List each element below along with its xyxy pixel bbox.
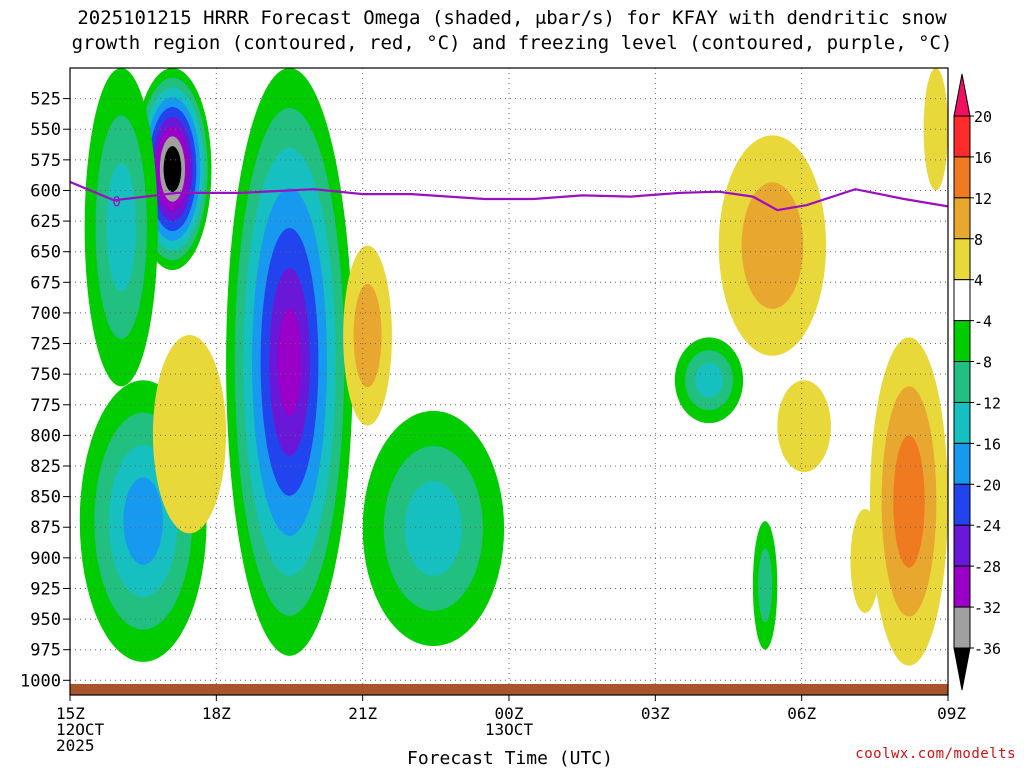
y-tick-label-775: 775 <box>30 396 61 416</box>
y-tick-label-850: 850 <box>30 488 61 508</box>
x-axis-label: Forecast Time (UTC) <box>407 748 613 768</box>
omega-feature-ascent-04z <box>674 337 744 424</box>
colorbar-label-3: 8 <box>974 231 983 249</box>
colorbar-segment-6 <box>953 361 971 403</box>
colorbar-label-1: 16 <box>974 149 992 167</box>
y-tick-label-1000: 1000 <box>20 671 61 691</box>
colorbar-label-6: -8 <box>974 354 992 372</box>
omega-band-ascent-band-left-12 <box>106 163 136 292</box>
x-tick-label-9-0: 00Z <box>495 704 524 723</box>
omega-feature-descent-05z <box>777 380 831 473</box>
y-tick-label-550: 550 <box>30 120 61 140</box>
y-tick-label-975: 975 <box>30 641 61 661</box>
omega-band-descent-05z-4 <box>777 380 831 473</box>
colorbar-label-8: -16 <box>974 435 1001 453</box>
colorbar-label-5: -4 <box>974 313 992 331</box>
y-tick-label-600: 600 <box>30 181 61 201</box>
omega-band-ascent-lower-left-16 <box>123 477 163 565</box>
y-tick-label-800: 800 <box>30 426 61 446</box>
colorbar-label-10: -24 <box>974 517 1001 535</box>
x-tick-label-0-1: 12OCT <box>56 720 105 739</box>
omega-band-descent-17z-4 <box>152 334 227 534</box>
omega-band-descent-06z-4 <box>850 508 880 613</box>
title-line-2: growth region (contoured, red, °C) and f… <box>71 32 953 54</box>
omega-band-ascent-04z-12 <box>695 363 723 398</box>
y-tick-label-625: 625 <box>30 212 61 232</box>
colorbar-bottom-arrow <box>953 647 971 691</box>
colorbar-segment-9 <box>953 483 971 526</box>
x-tick-label-18-0: 09Z <box>937 704 966 723</box>
omega-shading <box>79 68 948 666</box>
x-tick-label-12-0: 03Z <box>641 704 670 723</box>
colorbar-segment-4 <box>953 279 971 322</box>
y-tick-label-675: 675 <box>30 273 61 293</box>
x-tick-label-0-0: 15Z <box>56 704 85 723</box>
colorbar-label-9: -20 <box>974 476 1001 494</box>
source-credit: coolwx.com/modelts <box>855 746 1016 762</box>
y-tick-label-875: 875 <box>30 518 61 538</box>
omega-band-strong-ascent-column-40 <box>167 155 178 183</box>
y-tick-label-650: 650 <box>30 243 61 263</box>
x-tick-label-9-1: 13OCT <box>485 720 534 739</box>
ground-terrain <box>70 683 948 695</box>
y-tick-label-950: 950 <box>30 610 61 630</box>
colorbar-segment-3 <box>953 238 971 281</box>
colorbar-label-2: 12 <box>974 190 992 208</box>
omega-band-descent-04z-8 <box>741 182 804 309</box>
omega-feature-ascent-22z <box>362 410 505 647</box>
omega-feature-descent-04z <box>718 135 827 356</box>
colorbar-segment-11 <box>953 565 971 608</box>
y-tick-label-575: 575 <box>30 151 61 171</box>
omega-feature-descent-08z <box>869 337 948 666</box>
colorbar-label-0: 20 <box>974 108 992 126</box>
pressure-axis: 525 550 575 600 625 650 675 700 725 750 775 800 825 8… <box>20 90 70 691</box>
colorbar-label-4: 4 <box>974 272 983 290</box>
colorbar-segment-2 <box>953 197 971 240</box>
freezing-level: 0 <box>70 180 948 212</box>
colorbar: 20 16 12 8 4 -4 -8 -12 -16 -20 -24 -28 -32 -36 <box>953 73 1001 691</box>
omega-band-ascent-column-19z-28 <box>277 307 302 416</box>
title-line-1: 2025101215 HRRR Forecast Omega (shaded, … <box>77 7 947 29</box>
y-tick-label-900: 900 <box>30 549 61 569</box>
colorbar-segment-12 <box>953 606 971 649</box>
colorbar-segment-10 <box>953 524 971 567</box>
y-tick-label-700: 700 <box>30 304 61 324</box>
y-tick-label-725: 725 <box>30 335 61 355</box>
freezing-level-line <box>70 180 948 212</box>
freezing-level-label: 0 <box>112 194 120 210</box>
colorbar-label-13: -36 <box>974 640 1001 658</box>
x-tick-label-15-0: 06Z <box>787 704 816 723</box>
x-tick-label-6-0: 21Z <box>348 704 377 723</box>
colorbar-segment-8 <box>953 442 971 485</box>
colorbar-label-11: -28 <box>974 558 1001 576</box>
y-tick-label-750: 750 <box>30 365 61 385</box>
colorbar-segment-7 <box>953 401 971 444</box>
colorbar-top-arrow <box>953 73 971 117</box>
omega-feature-descent-21z <box>343 245 392 426</box>
chart-title: 2025101215 HRRR Forecast Omega (shaded, … <box>0 6 1024 56</box>
omega-feature-descent-17z <box>152 334 227 534</box>
y-tick-label-525: 525 <box>30 90 61 110</box>
omega-band-descent-08z-12 <box>893 435 925 568</box>
omega-band-descent-21z-8 <box>353 283 382 388</box>
x-tick-label-0-2: 2025 <box>56 736 95 755</box>
omega-feature-ascent-column-19z <box>226 68 353 656</box>
colorbar-label-7: -12 <box>974 394 1001 412</box>
colorbar-segment-1 <box>953 156 971 199</box>
colorbar-segment-5 <box>953 320 971 363</box>
omega-feature-ascent-band-left <box>84 68 158 387</box>
terrain-strip <box>70 683 948 695</box>
y-tick-label-825: 825 <box>30 457 61 477</box>
colorbar-segment-0 <box>953 115 971 158</box>
colorbar-label-12: -32 <box>974 599 1001 617</box>
omega-feature-descent-06z <box>850 508 880 613</box>
x-tick-label-3-0: 18Z <box>202 704 231 723</box>
omega-feature-ascent-05z <box>752 521 778 650</box>
omega-band-ascent-05z-8 <box>758 548 773 623</box>
y-tick-label-925: 925 <box>30 579 61 599</box>
omega-band-ascent-22z-12 <box>404 481 462 576</box>
